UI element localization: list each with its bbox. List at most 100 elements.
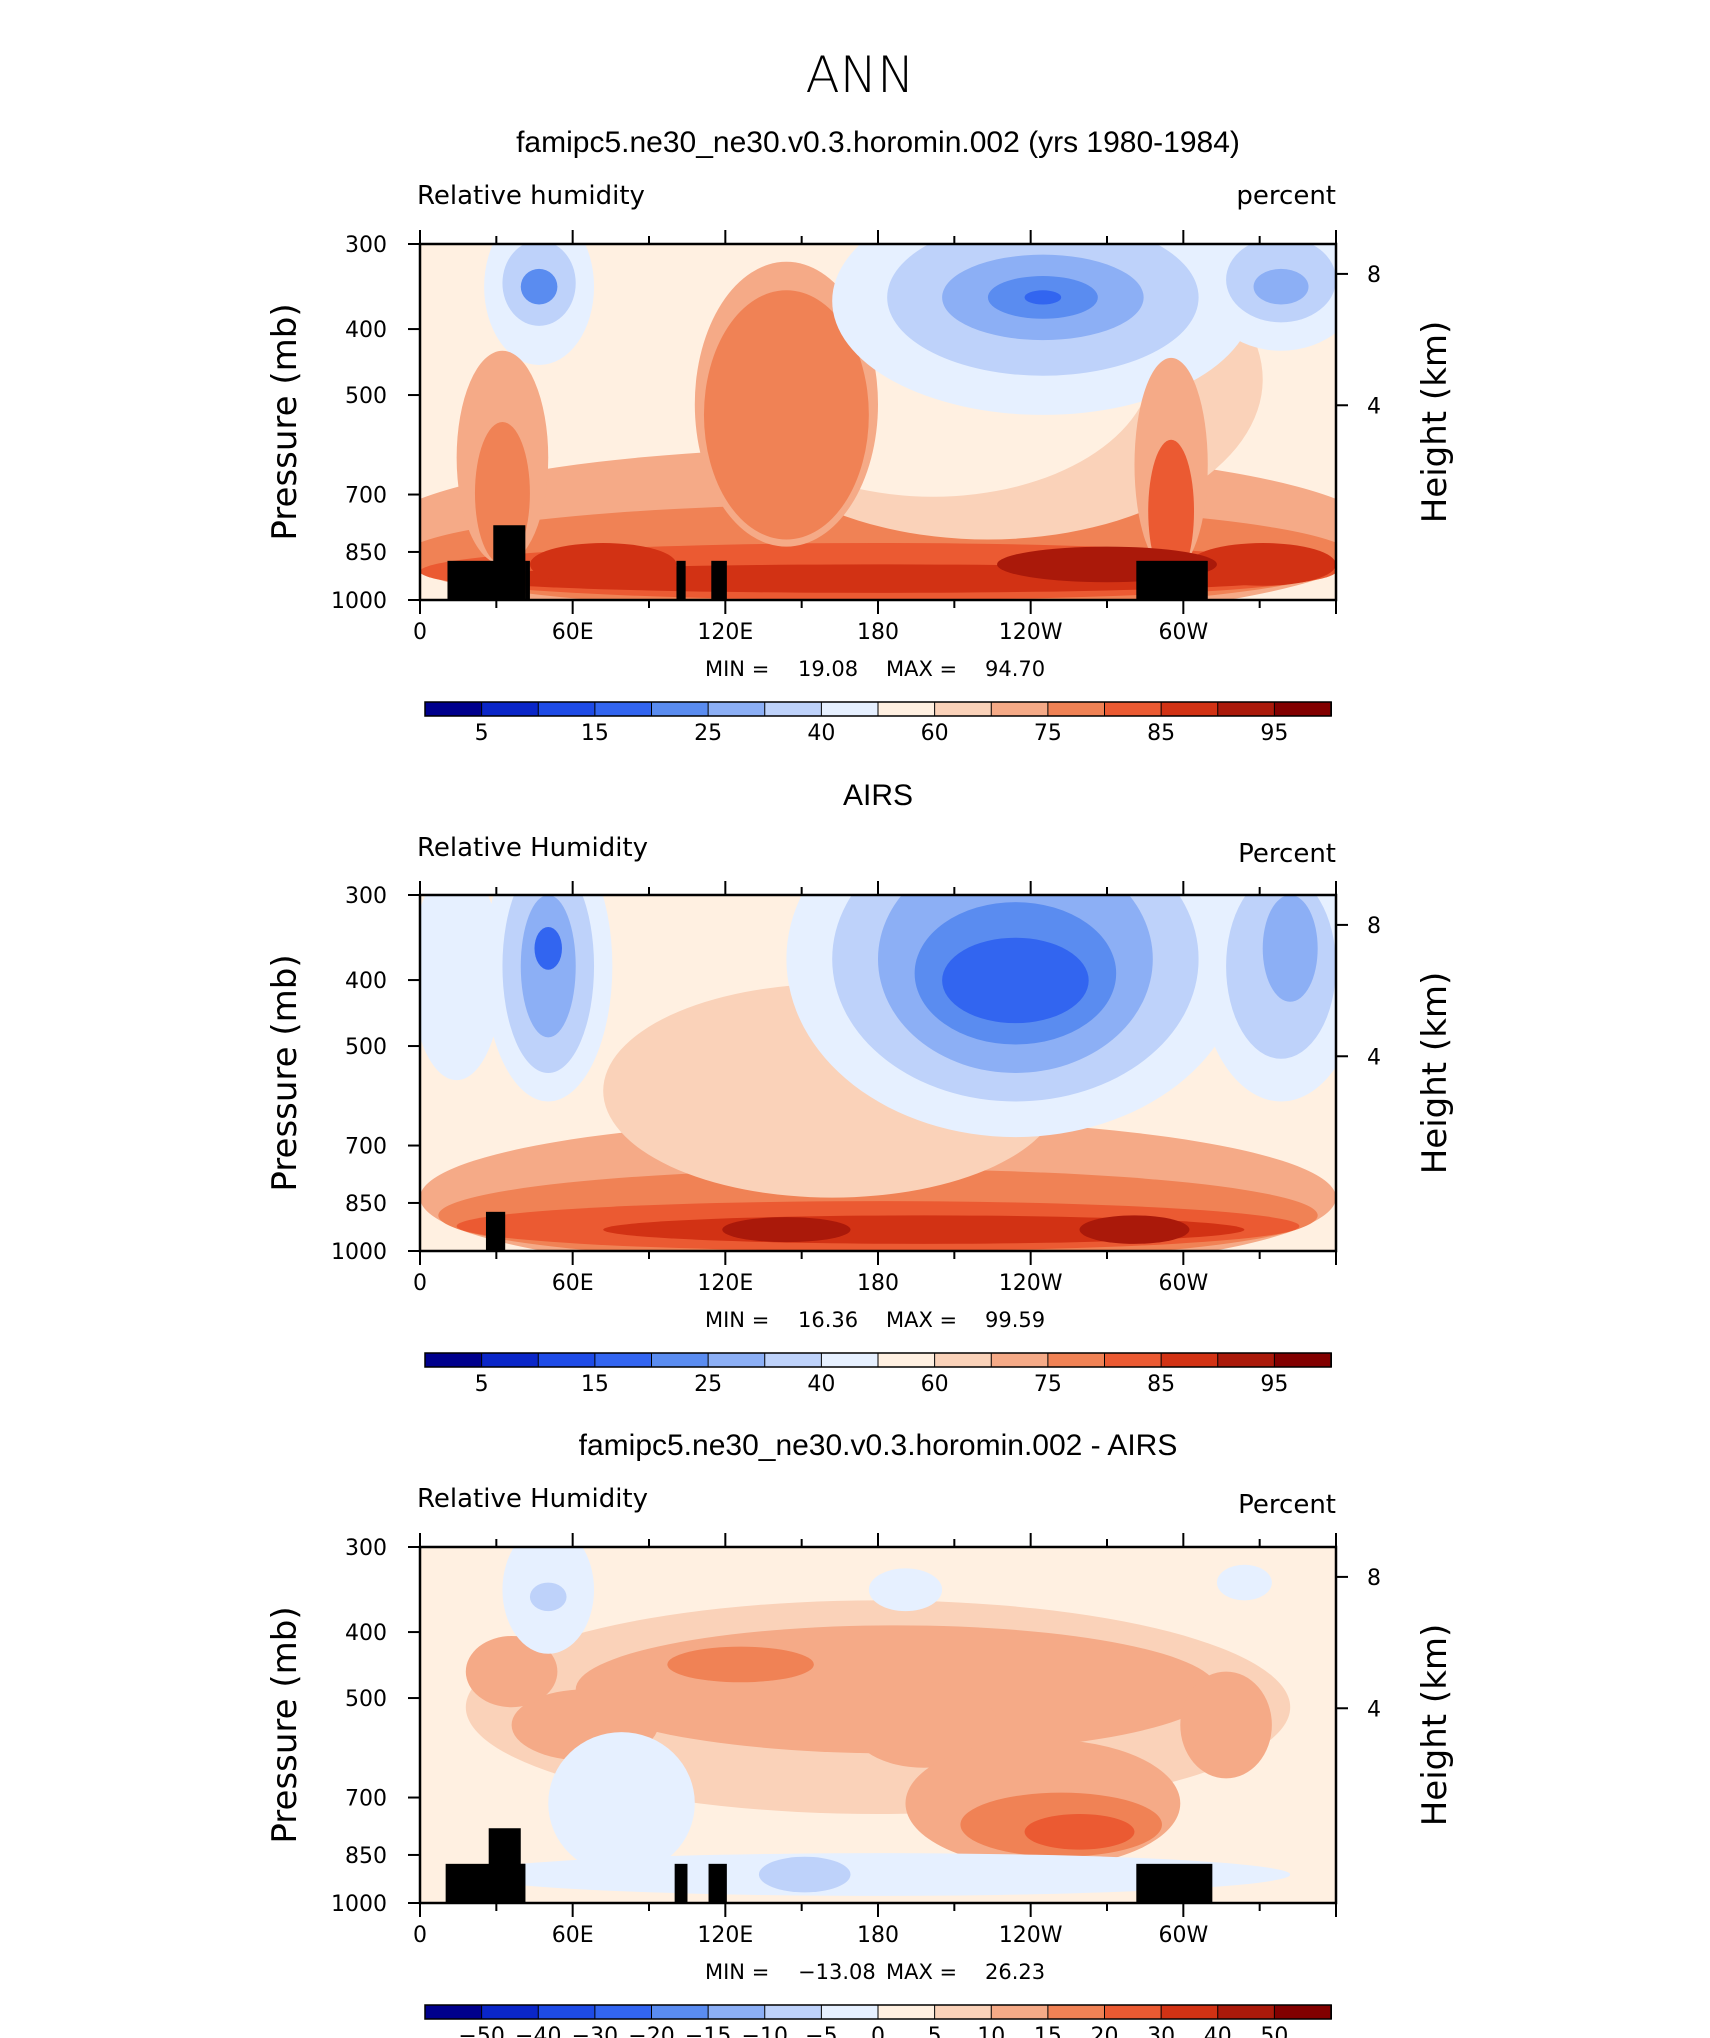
contour-field [420, 895, 1336, 1251]
y2-tick-label: 4 [1367, 394, 1381, 419]
colorbar-label: 5 [928, 2024, 942, 2038]
max-value: 99.59 [985, 1308, 1045, 1332]
min-label: MIN = [705, 657, 769, 681]
y-tick-label: 850 [345, 541, 387, 566]
colorbar-box [1047, 2004, 1106, 2020]
colorbar-box [1104, 701, 1163, 717]
contour-fill [1148, 439, 1195, 583]
y2-axis-label: Height (km) [1415, 321, 1455, 524]
colorbar-box [764, 2004, 823, 2020]
topography-mask [488, 1828, 521, 1903]
x-tick-label: 120W [999, 1923, 1063, 1948]
contour-fill [1262, 895, 1318, 1002]
page-title: ANN [805, 46, 914, 104]
contour-fill [1079, 1215, 1190, 1244]
panel-title: AIRS [843, 779, 913, 812]
max-label: MAX = [886, 1960, 957, 1984]
contour-fill [703, 290, 869, 540]
contour-fill [758, 1856, 851, 1893]
colorbar-box [1047, 701, 1106, 717]
y2-axis-label: Height (km) [1415, 972, 1455, 1175]
max-label: MAX = [886, 657, 957, 681]
colorbar-box [934, 701, 993, 717]
contour-fill [529, 1582, 567, 1612]
colorbar-label: −10 [742, 2024, 788, 2038]
contour-fill [548, 1732, 695, 1875]
colorbar-label: −5 [805, 2024, 837, 2038]
colorbar-box [1047, 1352, 1106, 1368]
contour-fill [465, 1853, 1291, 1896]
x-tick-label: 180 [857, 620, 899, 645]
max-label: MAX = [886, 1308, 957, 1332]
colorbar-box [481, 701, 540, 717]
variable-label: Relative humidity [417, 181, 645, 211]
colorbar-box [934, 2004, 993, 2020]
y-tick-label: 850 [345, 1192, 387, 1217]
colorbar-box [537, 2004, 596, 2020]
colorbar-label: 30 [1147, 2024, 1175, 2038]
colorbar-label: 95 [1260, 721, 1288, 746]
y-tick-label: 1000 [331, 589, 387, 614]
x-tick-label: 120E [697, 620, 753, 645]
x-tick-label: 120W [999, 1271, 1063, 1296]
colorbar-box [764, 1352, 823, 1368]
colorbar-label: 75 [1034, 1372, 1062, 1397]
x-tick-label: 0 [413, 1923, 427, 1948]
colorbar-box [424, 701, 483, 717]
colorbar-label: 25 [694, 1372, 722, 1397]
contour-fill [722, 1217, 851, 1243]
y-tick-label: 500 [345, 1035, 387, 1060]
contour-fill [1024, 1814, 1135, 1850]
colorbar-label: 40 [807, 721, 835, 746]
colorbar-box [537, 1352, 596, 1368]
topography-mask [520, 1863, 526, 1903]
y-tick-label: 300 [345, 884, 387, 909]
colorbar-frame [424, 2004, 1332, 2020]
y2-tick-label: 4 [1367, 1045, 1381, 1070]
y-tick-label: 500 [345, 1687, 387, 1712]
units-label: Percent [1238, 839, 1336, 869]
colorbar-box [651, 2004, 710, 2020]
colorbar-box [934, 1352, 993, 1368]
colorbar-box [820, 1352, 879, 1368]
colorbar-box [707, 1352, 766, 1368]
x-tick-label: 120E [697, 1271, 753, 1296]
colorbar-box [594, 701, 653, 717]
min-label: MIN = [705, 1308, 769, 1332]
x-tick-label: 60W [1158, 1923, 1208, 1948]
min-value: 16.36 [798, 1308, 858, 1332]
colorbar-label: −40 [515, 2024, 561, 2038]
colorbar-label: 50 [1260, 2024, 1288, 2038]
x-tick-label: 120E [697, 1923, 753, 1948]
topography-mask [485, 1211, 506, 1251]
y-tick-label: 300 [345, 1536, 387, 1561]
colorbar-box [1104, 2004, 1163, 2020]
y-tick-label: 300 [345, 233, 387, 258]
max-value: 94.70 [985, 657, 1045, 681]
topography-mask [674, 1863, 688, 1903]
colorbar-label: 25 [694, 721, 722, 746]
min-value: 19.08 [798, 657, 858, 681]
colorbar-label: −50 [458, 2024, 504, 2038]
y2-axis-label: Height (km) [1415, 1624, 1455, 1827]
x-tick-label: 60E [552, 1923, 594, 1948]
colorbar-box [820, 2004, 879, 2020]
y-tick-label: 400 [345, 318, 387, 343]
y2-tick-label: 8 [1367, 914, 1381, 939]
colorbar-box [424, 1352, 483, 1368]
contour-fill [465, 1636, 558, 1708]
x-tick-label: 120W [999, 620, 1063, 645]
contour-fill [1253, 268, 1309, 305]
colorbar-label: 10 [977, 2024, 1005, 2038]
topography-mask [711, 560, 727, 600]
colorbar-label: 40 [1204, 2024, 1232, 2038]
y-tick-label: 400 [345, 1621, 387, 1646]
colorbar-label: 15 [1034, 2024, 1062, 2038]
y2-tick-label: 8 [1367, 263, 1381, 288]
contour-fill [1024, 290, 1062, 305]
colorbar-label: 60 [921, 1372, 949, 1397]
colorbar-box [1217, 701, 1276, 717]
colorbar-label: −20 [628, 2024, 674, 2038]
y-axis-label: Pressure (mb) [265, 1606, 305, 1843]
y-tick-label: 700 [345, 1787, 387, 1812]
